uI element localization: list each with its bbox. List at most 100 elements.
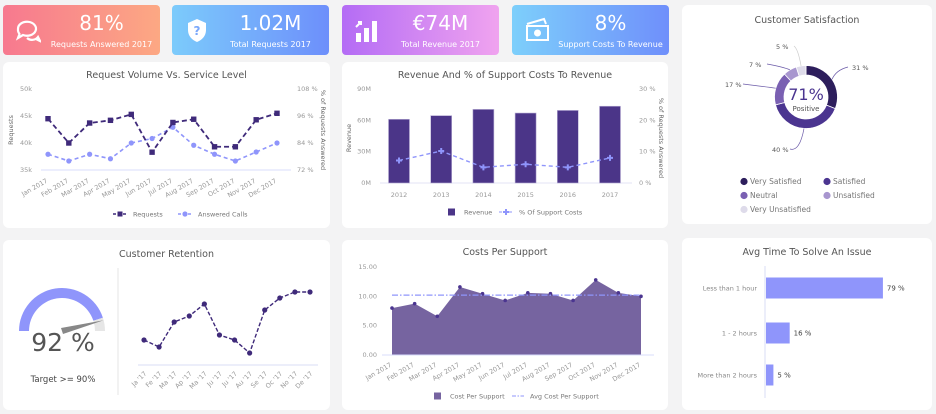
revenue-bar bbox=[472, 109, 495, 184]
y2-axis-label: % of Requests Answered bbox=[319, 90, 327, 170]
slice-label: 7 % bbox=[749, 61, 761, 69]
legend-marker bbox=[117, 211, 123, 217]
revenue-card: 0M 30M 60M 90M 0 % 10 % 20 % 30 % Revenue % of Re… bbox=[342, 62, 668, 228]
retention-point bbox=[262, 307, 268, 313]
x-tick-label: 2014 bbox=[475, 191, 492, 199]
kpi-value: 1.02M bbox=[239, 11, 302, 35]
cost-point bbox=[639, 294, 643, 299]
gauge-value: 92 % bbox=[31, 328, 95, 357]
y2-tick-label: 20 % bbox=[639, 116, 656, 124]
support-costs-point bbox=[522, 161, 529, 168]
requests-point bbox=[128, 111, 134, 118]
retention-point bbox=[201, 301, 207, 307]
time-bar bbox=[766, 322, 790, 344]
retention-point bbox=[231, 337, 238, 343]
kpi-requests-answered: 81% Requests Answered 2017 bbox=[3, 5, 160, 55]
chart-svg: 31 % 40 % 17 % 7 % 5 % 71%Positive Very Satisf… bbox=[725, 43, 875, 214]
cost-point bbox=[616, 291, 621, 295]
customer-satisfaction-card: 31 % 40 % 17 % 7 % 5 % 71% Positive Very Satisf… bbox=[682, 5, 932, 224]
y-tick-label: 40k bbox=[20, 139, 32, 147]
svg-text:?: ? bbox=[194, 24, 201, 38]
y-tick-label: 45k bbox=[20, 112, 32, 120]
center-label: Positive bbox=[793, 105, 820, 113]
legend-label: Unsatisfied bbox=[833, 191, 875, 200]
legend-label: Revenue bbox=[464, 209, 492, 217]
support-costs-point bbox=[438, 148, 445, 155]
y-tick-label: 35k bbox=[20, 166, 32, 174]
requests-point bbox=[232, 144, 239, 150]
revenue-bar bbox=[557, 110, 579, 184]
answered-calls-point bbox=[45, 151, 51, 157]
retention-point bbox=[156, 344, 162, 350]
chart-title: Costs Per Support bbox=[462, 247, 548, 258]
legend-label: Neutral bbox=[750, 191, 778, 200]
legend-marker bbox=[503, 209, 509, 215]
answered-calls-point bbox=[170, 124, 176, 130]
requests-point bbox=[211, 144, 218, 150]
slice-label: 5 % bbox=[776, 43, 788, 51]
costs-per-support-card: 0.00 5.00 10.00 15.00 Jan 2017 Feb 2017 Mar 20… bbox=[342, 240, 668, 410]
chart-title: Revenue And % of Support Costs To Revenu… bbox=[397, 70, 613, 81]
y2-tick-label: 72 % bbox=[297, 166, 314, 174]
time-bar bbox=[766, 277, 883, 299]
requests-point bbox=[107, 117, 114, 124]
answered-calls-point bbox=[87, 151, 93, 157]
legend-marker bbox=[182, 211, 188, 217]
y2-axis-label: % of Requests Answered bbox=[657, 98, 665, 178]
retention-line bbox=[143, 291, 310, 355]
kpi-label: Total Revenue 2017 bbox=[401, 40, 480, 49]
y-tick-label: 0M bbox=[361, 179, 371, 187]
gauge-fill bbox=[19, 288, 103, 331]
slice-leader-line bbox=[789, 128, 805, 150]
cost-point bbox=[435, 314, 440, 319]
retention-point bbox=[216, 332, 223, 338]
cost-point bbox=[526, 291, 530, 295]
cost-point bbox=[593, 278, 598, 282]
slice-label: 40 % bbox=[772, 146, 789, 154]
bar-value-label: 16 % bbox=[794, 330, 812, 338]
retention-point bbox=[186, 313, 192, 319]
y2-tick-label: 84 % bbox=[297, 139, 314, 147]
bar-value-label: 79 % bbox=[887, 285, 905, 293]
chart-title: Avg Time To Solve An Issue bbox=[742, 247, 872, 258]
y-tick-label: 50k bbox=[20, 85, 32, 93]
y2-tick-label: 96 % bbox=[297, 112, 314, 120]
legend-marker bbox=[434, 392, 441, 400]
kpi-label: Total Requests 2017 bbox=[230, 40, 311, 49]
legend-marker bbox=[823, 191, 831, 200]
y-tick-label: 0.00 bbox=[363, 351, 377, 359]
chart-title: Customer Retention bbox=[119, 249, 214, 260]
kpi-value: 81% bbox=[79, 11, 124, 35]
support-costs-point bbox=[607, 154, 613, 161]
chat-bubbles-icon bbox=[15, 20, 41, 43]
x-tick-label: De '17 bbox=[294, 370, 315, 391]
y-tick-label: 5.00 bbox=[363, 322, 377, 330]
kpi-label: Support Costs To Revenue bbox=[558, 40, 663, 49]
bar-value-label: 5 % bbox=[777, 372, 791, 380]
retention-point bbox=[277, 295, 283, 301]
y2-tick-label: 30 % bbox=[639, 85, 656, 93]
requests-point bbox=[45, 116, 51, 122]
slice-leader-line bbox=[793, 45, 802, 66]
cost-point bbox=[503, 298, 507, 303]
legend-label: Requests bbox=[133, 211, 163, 219]
kpi-value: 8% bbox=[594, 11, 627, 35]
legend-label: Answered Calls bbox=[198, 211, 248, 219]
support-costs-line bbox=[398, 150, 611, 169]
time-bar bbox=[766, 364, 774, 386]
cost-point bbox=[390, 306, 394, 310]
kpi-total-revenue: €74M Total Revenue 2017 bbox=[342, 5, 499, 55]
gauge-needle bbox=[61, 320, 104, 334]
x-tick-label: 2016 bbox=[560, 191, 577, 199]
legend-marker bbox=[448, 208, 455, 216]
y2-tick-label: 108 % bbox=[297, 85, 318, 93]
revenue-bar bbox=[514, 112, 537, 184]
request-volume-card: 35k 40k 45k 50k 72 % 84 % 96 % 108 % Requests % o… bbox=[3, 62, 330, 228]
answered-calls-point bbox=[149, 135, 155, 142]
requests-point bbox=[170, 119, 176, 126]
retention-point bbox=[141, 337, 147, 343]
legend-label: Satisfied bbox=[833, 177, 866, 186]
y-axis-label: Requests bbox=[7, 114, 15, 144]
